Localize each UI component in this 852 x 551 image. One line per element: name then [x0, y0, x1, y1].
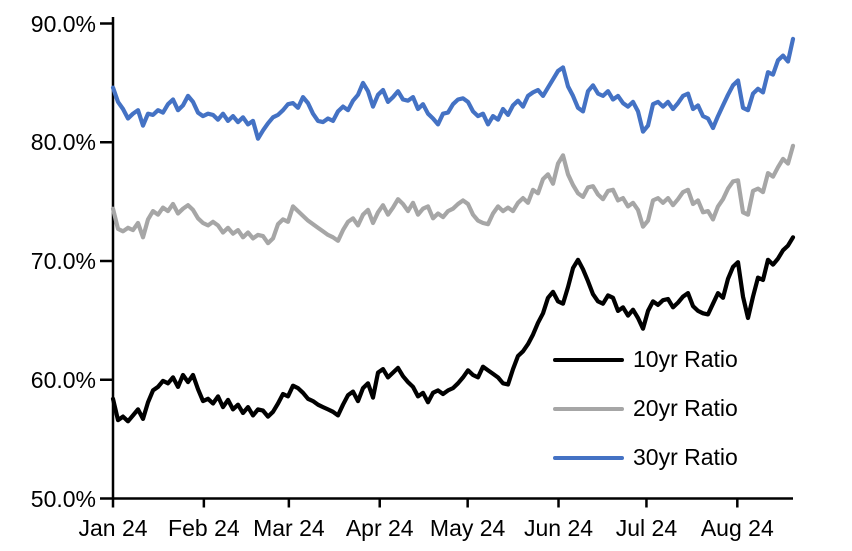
legend: 10yr Ratio 20yr Ratio 30yr Ratio — [553, 335, 738, 482]
legend-label: 10yr Ratio — [633, 346, 738, 372]
y-axis-tick-label: 80.0% — [30, 129, 96, 156]
y-axis-tick-label: 70.0% — [30, 248, 96, 274]
legend-label: 20yr Ratio — [633, 395, 738, 421]
series-line-10yr-ratio — [110, 235, 796, 424]
legend-line-30yr-icon — [553, 455, 624, 460]
y-axis-tick-label: 60.0% — [30, 366, 96, 393]
y-axis-tick-label: 90.0% — [30, 10, 96, 37]
series-line-30yr-ratio — [110, 36, 796, 141]
series-line-20yr-ratio — [110, 143, 796, 246]
legend-line-20yr-icon — [553, 406, 624, 411]
x-axis-tick-label: Jun 24 — [523, 515, 594, 541]
legend-line-10yr-icon — [553, 357, 624, 362]
legend-item-30yr-ratio: 30yr Ratio — [553, 433, 738, 482]
legend-item-20yr-ratio: 20yr Ratio — [553, 384, 738, 433]
legend-item-10yr-ratio: 10yr Ratio — [553, 335, 738, 384]
x-axis-tick-label: Jul 24 — [615, 515, 678, 541]
x-axis-tick-label: Aug 24 — [700, 515, 774, 541]
y-axis-tick-label: 50.0% — [30, 485, 96, 512]
x-axis-tick-label: May 24 — [429, 515, 506, 541]
legend-label: 30yr Ratio — [633, 444, 738, 470]
x-axis-tick-label: Apr 24 — [345, 515, 414, 541]
x-axis-tick-label: Feb 24 — [168, 515, 240, 541]
x-axis-tick-label: Jan 24 — [78, 515, 148, 541]
x-axis-tick-label: Mar 24 — [253, 515, 325, 541]
